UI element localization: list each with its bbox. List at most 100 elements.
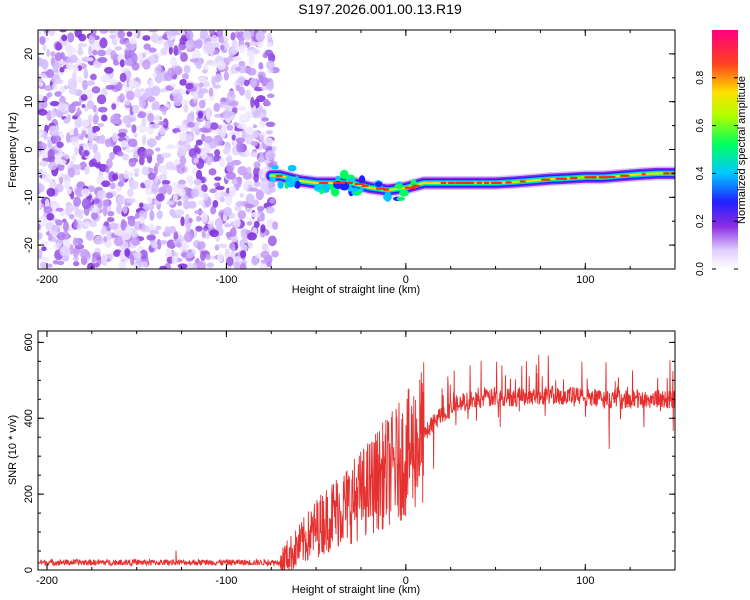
noise-speckle — [125, 90, 135, 101]
noise-speckle — [146, 79, 152, 86]
noise-speckle — [261, 184, 269, 194]
noise-speckle — [255, 31, 265, 43]
noise-speckle — [200, 184, 208, 193]
noise-speckle — [176, 183, 187, 189]
noise-speckle — [56, 163, 65, 171]
noise-speckle — [39, 160, 49, 167]
noise-speckle — [72, 256, 79, 262]
noise-speckle — [84, 166, 90, 175]
noise-speckle — [138, 99, 147, 108]
noise-speckle — [187, 121, 195, 128]
noise-speckle — [237, 210, 247, 220]
noise-speckle — [134, 88, 142, 98]
noise-speckle — [236, 141, 244, 153]
noise-speckle — [94, 198, 100, 204]
noise-speckle — [88, 159, 95, 168]
noise-speckle — [72, 71, 77, 82]
noise-speckle — [55, 109, 62, 118]
noise-speckle — [38, 144, 43, 152]
noise-speckle — [271, 250, 279, 258]
noise-speckle — [59, 66, 65, 73]
noise-speckle — [56, 141, 64, 148]
noise-speckle — [186, 251, 194, 259]
noise-speckle — [38, 183, 45, 193]
noise-speckle — [106, 216, 115, 223]
noise-speckle — [231, 159, 242, 166]
noise-speckle — [223, 223, 232, 228]
noise-speckle — [64, 85, 69, 90]
noise-speckle — [44, 256, 50, 263]
noise-speckle — [48, 161, 58, 171]
noise-speckle — [132, 106, 140, 114]
noise-speckle — [61, 255, 69, 262]
spectrogram-x-tick-label: 100 — [576, 274, 594, 286]
noise-speckle — [88, 45, 93, 56]
noise-speckle — [210, 205, 217, 215]
noise-speckle — [203, 146, 212, 154]
noise-speckle — [271, 145, 277, 152]
signal-blob — [394, 184, 404, 189]
noise-speckle — [230, 32, 236, 41]
noise-speckle — [69, 136, 80, 142]
noise-speckle — [65, 204, 75, 213]
noise-speckle — [205, 110, 211, 121]
noise-speckle — [184, 231, 193, 243]
signal-blob — [350, 187, 359, 193]
noise-speckle — [105, 192, 114, 199]
noise-speckle — [58, 159, 67, 166]
noise-speckle — [235, 137, 246, 144]
noise-speckle — [54, 68, 59, 74]
noise-speckle — [40, 101, 48, 109]
noise-speckle — [266, 181, 276, 189]
noise-speckle — [141, 166, 150, 176]
noise-speckle — [89, 74, 97, 80]
noise-speckle — [236, 200, 244, 207]
noise-speckle — [57, 102, 66, 113]
noise-speckle — [174, 209, 185, 216]
noise-speckle — [167, 67, 176, 77]
noise-speckle — [250, 211, 260, 218]
noise-speckle — [231, 134, 236, 141]
noise-speckle — [259, 119, 266, 128]
noise-speckle — [226, 154, 233, 165]
noise-speckle — [91, 86, 101, 94]
signal-blob — [271, 165, 279, 170]
noise-speckle — [172, 128, 182, 133]
noise-speckle — [225, 171, 236, 180]
noise-speckle — [141, 261, 149, 268]
noise-speckle — [255, 189, 264, 201]
noise-speckle — [167, 30, 178, 37]
snr-x-ticks: -200 -100 0 100 — [36, 331, 676, 587]
noise-speckle — [194, 209, 204, 215]
noise-speckle — [158, 106, 169, 112]
signal-blob — [316, 185, 323, 191]
noise-speckle — [141, 134, 147, 146]
signal-blob — [374, 181, 383, 188]
noise-speckle — [178, 179, 186, 186]
noise-speckle — [260, 259, 270, 264]
noise-speckle — [253, 173, 259, 183]
noise-speckle — [265, 255, 273, 261]
noise-speckle — [92, 162, 102, 168]
noise-speckle — [180, 52, 188, 63]
noise-speckle — [128, 157, 137, 167]
noise-speckle — [134, 81, 141, 90]
noise-speckle — [114, 46, 122, 51]
noise-speckle — [233, 256, 241, 263]
noise-speckle — [40, 150, 50, 159]
noise-speckle — [51, 134, 62, 144]
noise-speckle — [263, 98, 270, 106]
noise-speckle — [196, 215, 201, 222]
noise-speckle — [198, 76, 207, 83]
noise-speckle — [209, 122, 219, 130]
noise-speckle — [108, 253, 114, 261]
noise-speckle — [221, 109, 232, 119]
noise-speckle — [151, 183, 159, 194]
noise-speckle — [252, 124, 258, 129]
noise-speckle — [200, 250, 206, 262]
spectrogram-x-tick-label: -200 — [36, 274, 58, 286]
noise-speckle — [265, 81, 274, 91]
noise-speckle — [261, 117, 270, 122]
noise-speckle — [109, 222, 119, 230]
